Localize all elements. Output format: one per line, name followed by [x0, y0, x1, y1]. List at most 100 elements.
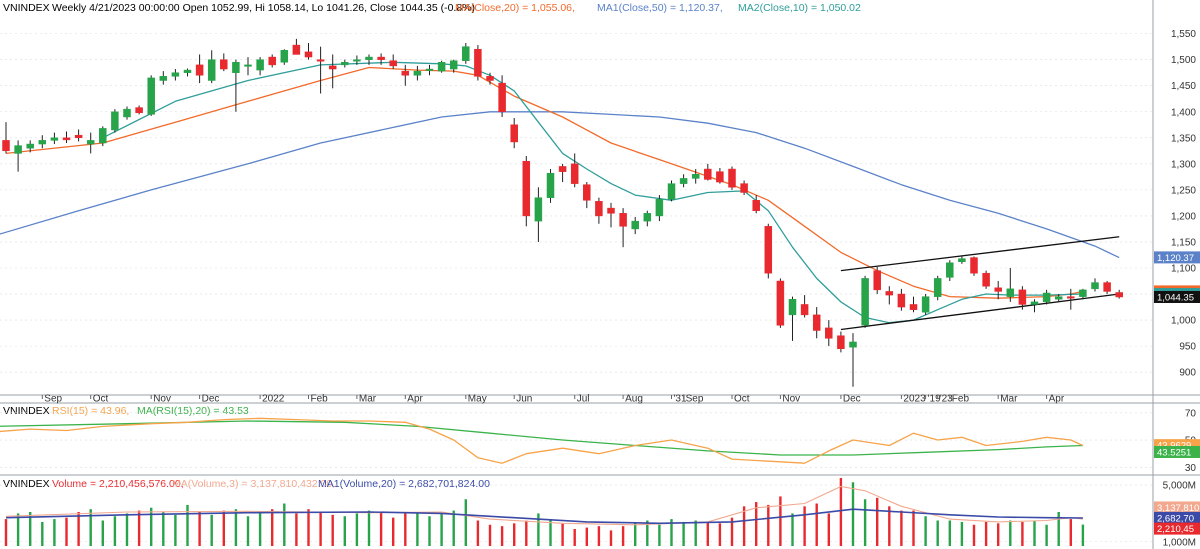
candle-body	[123, 108, 131, 118]
candle-body	[462, 46, 470, 61]
price-y-tick-label: 900	[1179, 368, 1196, 379]
candle-body	[74, 134, 83, 139]
candle-body	[474, 49, 482, 77]
volume-bar	[150, 507, 153, 546]
volume-bar	[912, 510, 915, 546]
candle-body	[437, 62, 446, 72]
candle-body	[873, 270, 881, 291]
marks-layer	[0, 38, 1123, 546]
candle-body	[982, 272, 990, 287]
volume-bar	[900, 510, 903, 546]
volume-bar	[125, 513, 129, 546]
candle-body	[147, 77, 155, 115]
candle-body	[655, 199, 664, 217]
rsi-y-tick-label: 30	[1185, 463, 1197, 474]
volume-header-ma3: MA(Volume,3) = 3,137,810,432.00,	[172, 478, 335, 490]
volume-bar	[162, 512, 165, 546]
candle-body	[486, 76, 494, 81]
volume-bar	[972, 524, 976, 546]
candle-body	[183, 69, 192, 73]
price-y-tick-label: 1,550	[1171, 29, 1196, 40]
volume-bar	[936, 520, 939, 546]
volume-bar	[670, 519, 673, 546]
candle-body	[994, 287, 1002, 292]
volume-bar	[815, 503, 818, 546]
candle-body	[377, 56, 385, 60]
price-header-ma50: MA1(Close,50) = 1,120.37,	[597, 2, 723, 14]
volume-tag: 2,210,45	[1157, 524, 1194, 535]
volume-bar	[246, 516, 250, 546]
candle-body	[86, 140, 95, 145]
volume-bar	[416, 512, 419, 546]
volume-bar	[452, 510, 455, 546]
volume-bar	[65, 517, 68, 546]
volume-bar	[549, 519, 552, 546]
x-axis-label: Sep	[686, 394, 704, 405]
candle-body	[704, 168, 712, 180]
price-y-tick-label: 1,150	[1171, 237, 1196, 248]
ma20-line	[5, 66, 1084, 299]
volume-bar	[464, 499, 467, 546]
candle-body	[849, 341, 857, 348]
volume-tag: 3,137,810	[1157, 503, 1199, 514]
price-header-symbol: VNINDEX	[3, 2, 50, 14]
candle-body	[1115, 292, 1123, 298]
price-header-info: Weekly 4/21/2023 00:00:00 Open 1052.99, …	[52, 2, 475, 14]
x-axis-label: Dec	[843, 394, 861, 405]
trend-channel-line	[840, 293, 1120, 331]
rsi-tag-bg	[1154, 445, 1200, 458]
x-axis-label: 2022	[262, 394, 285, 405]
volume-tag-bg	[1154, 511, 1200, 524]
candle-body	[583, 184, 591, 201]
x-axis-label: Sep	[44, 394, 62, 405]
x-axis-label: May	[468, 394, 487, 405]
volume-bar	[682, 521, 685, 546]
volume-bar	[888, 506, 891, 546]
x-axis-label: Mar	[359, 394, 377, 405]
volume-bar	[513, 523, 516, 546]
candle-body	[111, 111, 119, 131]
rsi-header-ma: MA(RSI(15),20) = 43.53	[137, 405, 249, 417]
volume-bar	[283, 503, 286, 546]
candle-body	[244, 64, 252, 67]
x-axis-label: Jun	[516, 394, 532, 405]
volume-bar	[222, 510, 225, 546]
candle-body	[341, 62, 349, 66]
x-axis-label: Mar	[1000, 394, 1018, 405]
candle-body	[1030, 301, 1039, 305]
volume-bar	[1021, 521, 1024, 546]
price-y-tick-label: 1,500	[1171, 55, 1196, 66]
candle-body	[800, 304, 809, 316]
volume-bar	[755, 502, 758, 546]
volume-bar	[210, 514, 213, 546]
volume-bar	[948, 520, 951, 546]
candle-body	[970, 257, 978, 274]
candle-body	[861, 278, 869, 326]
candle-body	[50, 137, 59, 141]
candle-body	[897, 293, 906, 308]
x-axis-label: Oct	[93, 394, 109, 405]
candle-body	[220, 59, 228, 70]
price-y-tick-label: 1,200	[1171, 211, 1196, 222]
volume-bar	[271, 509, 274, 546]
volume-bar	[113, 516, 117, 546]
candle-body	[812, 314, 821, 331]
candle-body	[1006, 288, 1015, 297]
volume-bar	[525, 520, 528, 546]
volume-bar	[404, 513, 407, 546]
candle-body	[135, 107, 143, 114]
candle-body	[99, 128, 107, 144]
volume-ma20-line	[5, 508, 1083, 525]
volume-bar	[440, 513, 443, 546]
volume-bar	[658, 524, 661, 546]
volume-bar	[694, 520, 697, 546]
x-axis-label: '19	[928, 394, 941, 405]
candle-body	[837, 335, 845, 349]
ma10-line	[102, 61, 1083, 324]
candle-body	[26, 143, 34, 149]
candle-body	[1079, 289, 1087, 297]
price-tag: 1,120.37	[1157, 253, 1194, 264]
volume-bar	[779, 496, 782, 546]
price-tag-bg	[1154, 290, 1200, 303]
